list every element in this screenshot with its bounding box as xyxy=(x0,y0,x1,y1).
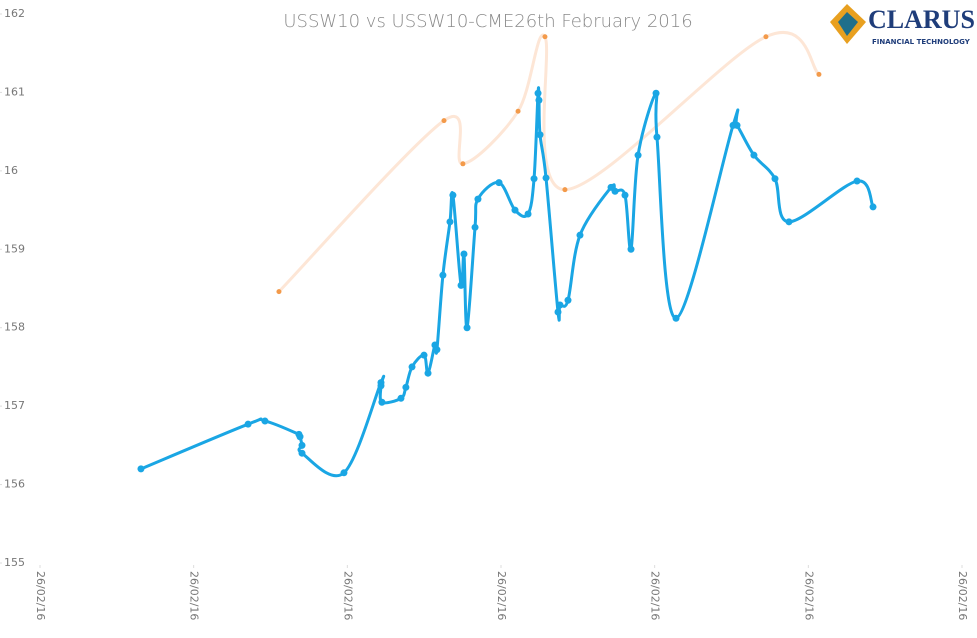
point xyxy=(542,34,548,40)
point xyxy=(672,314,680,322)
point xyxy=(621,191,629,199)
point xyxy=(474,195,482,203)
x-tick-label: 26/02/16 xyxy=(802,571,815,620)
x-tick-label: 26/02/16 xyxy=(34,571,47,620)
point xyxy=(460,161,466,167)
point xyxy=(564,296,572,304)
series-line xyxy=(140,86,875,478)
point xyxy=(244,420,252,428)
point xyxy=(449,191,457,199)
point xyxy=(535,96,543,104)
point xyxy=(439,271,447,279)
point xyxy=(515,108,521,114)
point xyxy=(524,210,532,218)
point xyxy=(771,175,779,183)
point xyxy=(402,383,410,391)
point xyxy=(733,121,741,129)
point xyxy=(276,289,282,295)
point xyxy=(397,394,405,402)
logo-mark-inner xyxy=(838,12,858,36)
x-tick-label: 26/02/16 xyxy=(956,571,969,620)
point xyxy=(556,301,564,309)
y-tick-label: 159 xyxy=(4,242,25,255)
point xyxy=(377,382,385,390)
x-tick-label: 26/02/16 xyxy=(495,571,508,620)
point xyxy=(534,89,542,97)
y-tick-label: 16 xyxy=(4,164,18,177)
point xyxy=(542,174,550,182)
point xyxy=(816,71,822,77)
point xyxy=(611,187,619,195)
point xyxy=(627,245,635,253)
logo-name: CLARUS xyxy=(868,5,975,34)
point xyxy=(457,281,465,289)
point xyxy=(530,175,538,183)
chart-title: USSW10 vs USSW10-CME26th February 2016 xyxy=(283,11,692,32)
point xyxy=(471,223,479,231)
point xyxy=(460,250,468,258)
point xyxy=(853,177,861,185)
point xyxy=(495,179,503,187)
point xyxy=(511,206,519,214)
point xyxy=(296,433,304,441)
y-tick-label: 157 xyxy=(4,399,25,412)
logo: CLARUS FINANCIAL TECHNOLOGY xyxy=(830,4,975,46)
y-tick-label: 162 xyxy=(4,7,25,20)
point xyxy=(424,369,432,377)
point xyxy=(408,363,416,371)
point xyxy=(653,133,661,141)
x-tick-label: 26/02/16 xyxy=(188,571,201,620)
series-line xyxy=(277,31,821,293)
point xyxy=(340,469,348,477)
point xyxy=(433,346,441,354)
point xyxy=(441,118,447,124)
point xyxy=(378,398,386,406)
point xyxy=(298,449,306,457)
y-tick-label: 161 xyxy=(4,85,25,98)
logo-tagline: FINANCIAL TECHNOLOGY xyxy=(872,38,971,46)
point xyxy=(536,131,544,139)
point xyxy=(463,324,471,332)
point xyxy=(420,351,428,359)
point xyxy=(298,441,306,449)
y-tick-label: 155 xyxy=(4,556,25,569)
point xyxy=(554,308,562,316)
point xyxy=(261,417,269,425)
point xyxy=(750,151,758,159)
x-tick-label: 26/02/16 xyxy=(649,571,662,620)
y-tick-label: 158 xyxy=(4,321,25,334)
y-tick-label: 156 xyxy=(4,478,25,491)
point xyxy=(562,187,568,193)
point xyxy=(785,218,793,226)
point xyxy=(763,34,769,40)
point xyxy=(869,203,877,211)
point xyxy=(652,89,660,97)
point xyxy=(446,218,454,226)
point xyxy=(576,231,584,239)
point xyxy=(634,151,642,159)
x-tick-label: 26/02/16 xyxy=(341,571,354,620)
point xyxy=(137,465,145,473)
